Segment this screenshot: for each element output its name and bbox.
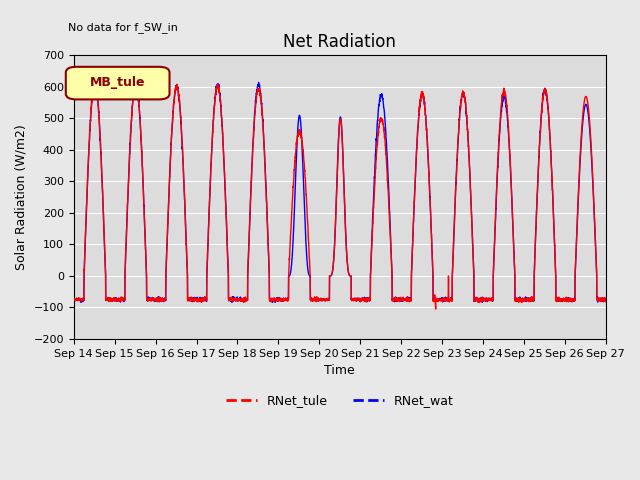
- Legend: RNet_tule, RNet_wat: RNet_tule, RNet_wat: [221, 389, 459, 412]
- Y-axis label: Solar Radiation (W/m2): Solar Radiation (W/m2): [15, 124, 28, 270]
- X-axis label: Time: Time: [324, 364, 355, 377]
- FancyBboxPatch shape: [66, 67, 170, 99]
- Text: MB_tule: MB_tule: [90, 76, 146, 89]
- Title: Net Radiation: Net Radiation: [284, 33, 396, 51]
- Text: No data for f_SW_in: No data for f_SW_in: [68, 22, 179, 33]
